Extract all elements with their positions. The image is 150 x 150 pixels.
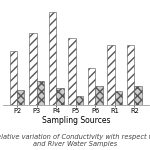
Bar [134, 86, 142, 105]
Bar [95, 86, 103, 105]
Bar [88, 68, 95, 105]
Bar [68, 38, 76, 105]
Bar [127, 45, 134, 105]
Bar [115, 91, 122, 105]
X-axis label: Sampling Sources: Sampling Sources [42, 116, 110, 125]
Bar [10, 51, 17, 105]
Bar [56, 88, 64, 105]
Bar [17, 90, 24, 105]
Bar [107, 45, 115, 105]
Bar [76, 96, 83, 105]
Bar [49, 12, 56, 105]
Text: c) Relative variation of Conductivity with respect to TD
and River Water Samples: c) Relative variation of Conductivity wi… [0, 133, 150, 147]
Bar [29, 33, 37, 105]
Bar [37, 81, 44, 105]
